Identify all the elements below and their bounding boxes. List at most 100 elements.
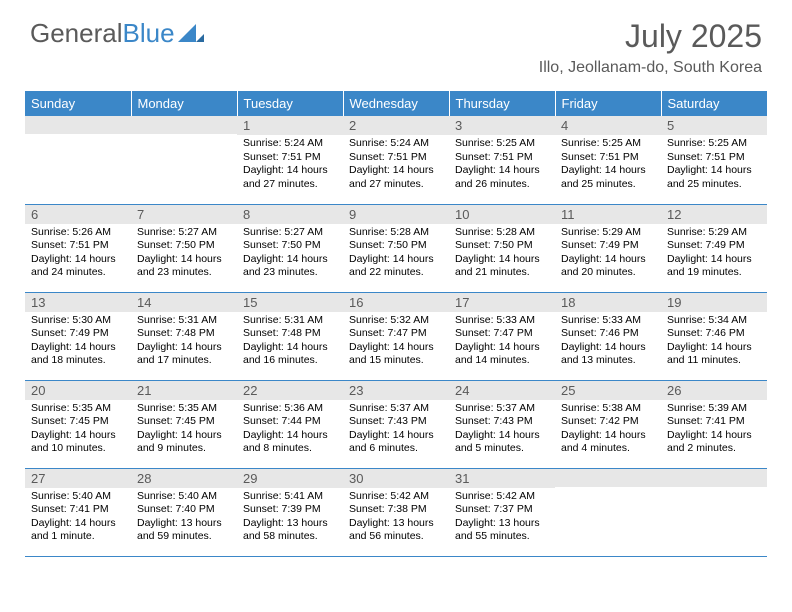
- day-number: 21: [131, 381, 237, 400]
- calendar-day: 20Sunrise: 5:35 AMSunset: 7:45 PMDayligh…: [25, 380, 131, 468]
- day-details: Sunrise: 5:38 AMSunset: 7:42 PMDaylight:…: [555, 400, 661, 461]
- calendar-day: 8Sunrise: 5:27 AMSunset: 7:50 PMDaylight…: [237, 204, 343, 292]
- day-number: 20: [25, 381, 131, 400]
- day-number: 5: [661, 116, 767, 135]
- day-number: [555, 469, 661, 487]
- day-number: 3: [449, 116, 555, 135]
- day-number: 19: [661, 293, 767, 312]
- day-number: 1: [237, 116, 343, 135]
- day-number: [661, 469, 767, 487]
- day-details: Sunrise: 5:31 AMSunset: 7:48 PMDaylight:…: [237, 312, 343, 373]
- calendar-week: 27Sunrise: 5:40 AMSunset: 7:41 PMDayligh…: [25, 468, 767, 556]
- day-number: 12: [661, 205, 767, 224]
- day-details: Sunrise: 5:40 AMSunset: 7:40 PMDaylight:…: [131, 488, 237, 549]
- day-details: Sunrise: 5:29 AMSunset: 7:49 PMDaylight:…: [661, 224, 767, 285]
- calendar-day: 24Sunrise: 5:37 AMSunset: 7:43 PMDayligh…: [449, 380, 555, 468]
- day-number: 24: [449, 381, 555, 400]
- day-details: Sunrise: 5:25 AMSunset: 7:51 PMDaylight:…: [555, 135, 661, 196]
- weekday-header: Monday: [131, 91, 237, 116]
- day-details: Sunrise: 5:39 AMSunset: 7:41 PMDaylight:…: [661, 400, 767, 461]
- day-number: 22: [237, 381, 343, 400]
- calendar-day: 12Sunrise: 5:29 AMSunset: 7:49 PMDayligh…: [661, 204, 767, 292]
- logo: GeneralBlue: [30, 18, 204, 49]
- day-details: Sunrise: 5:25 AMSunset: 7:51 PMDaylight:…: [661, 135, 767, 196]
- day-details: Sunrise: 5:42 AMSunset: 7:37 PMDaylight:…: [449, 488, 555, 549]
- day-details: Sunrise: 5:33 AMSunset: 7:46 PMDaylight:…: [555, 312, 661, 373]
- day-details: Sunrise: 5:37 AMSunset: 7:43 PMDaylight:…: [343, 400, 449, 461]
- weekday-header: Wednesday: [343, 91, 449, 116]
- calendar-day: 7Sunrise: 5:27 AMSunset: 7:50 PMDaylight…: [131, 204, 237, 292]
- day-number: 26: [661, 381, 767, 400]
- day-number: 25: [555, 381, 661, 400]
- day-number: 2: [343, 116, 449, 135]
- day-number: 14: [131, 293, 237, 312]
- day-number: 15: [237, 293, 343, 312]
- weekday-header: Sunday: [25, 91, 131, 116]
- calendar-day: 31Sunrise: 5:42 AMSunset: 7:37 PMDayligh…: [449, 468, 555, 556]
- triangle-icon: [178, 18, 204, 49]
- day-number: 16: [343, 293, 449, 312]
- day-details: Sunrise: 5:42 AMSunset: 7:38 PMDaylight:…: [343, 488, 449, 549]
- calendar-day: 9Sunrise: 5:28 AMSunset: 7:50 PMDaylight…: [343, 204, 449, 292]
- day-details: Sunrise: 5:35 AMSunset: 7:45 PMDaylight:…: [131, 400, 237, 461]
- calendar-day: 17Sunrise: 5:33 AMSunset: 7:47 PMDayligh…: [449, 292, 555, 380]
- calendar-week: 1Sunrise: 5:24 AMSunset: 7:51 PMDaylight…: [25, 116, 767, 204]
- calendar-day: 28Sunrise: 5:40 AMSunset: 7:40 PMDayligh…: [131, 468, 237, 556]
- day-details: Sunrise: 5:27 AMSunset: 7:50 PMDaylight:…: [237, 224, 343, 285]
- calendar-day: 15Sunrise: 5:31 AMSunset: 7:48 PMDayligh…: [237, 292, 343, 380]
- calendar-day: 6Sunrise: 5:26 AMSunset: 7:51 PMDaylight…: [25, 204, 131, 292]
- calendar-week: 6Sunrise: 5:26 AMSunset: 7:51 PMDaylight…: [25, 204, 767, 292]
- weekday-header: Thursday: [449, 91, 555, 116]
- calendar-day: 19Sunrise: 5:34 AMSunset: 7:46 PMDayligh…: [661, 292, 767, 380]
- day-number: 27: [25, 469, 131, 488]
- calendar-day: 13Sunrise: 5:30 AMSunset: 7:49 PMDayligh…: [25, 292, 131, 380]
- day-details: Sunrise: 5:40 AMSunset: 7:41 PMDaylight:…: [25, 488, 131, 549]
- calendar-day: 5Sunrise: 5:25 AMSunset: 7:51 PMDaylight…: [661, 116, 767, 204]
- day-number: 23: [343, 381, 449, 400]
- calendar-day: 29Sunrise: 5:41 AMSunset: 7:39 PMDayligh…: [237, 468, 343, 556]
- day-number: 29: [237, 469, 343, 488]
- day-details: Sunrise: 5:34 AMSunset: 7:46 PMDaylight:…: [661, 312, 767, 373]
- day-details: Sunrise: 5:28 AMSunset: 7:50 PMDaylight:…: [343, 224, 449, 285]
- day-number: 13: [25, 293, 131, 312]
- calendar-day-empty: [131, 116, 237, 204]
- day-number: 31: [449, 469, 555, 488]
- calendar-day: 10Sunrise: 5:28 AMSunset: 7:50 PMDayligh…: [449, 204, 555, 292]
- day-number: 7: [131, 205, 237, 224]
- calendar-day: 2Sunrise: 5:24 AMSunset: 7:51 PMDaylight…: [343, 116, 449, 204]
- calendar-day: 14Sunrise: 5:31 AMSunset: 7:48 PMDayligh…: [131, 292, 237, 380]
- day-number: 17: [449, 293, 555, 312]
- calendar-head: SundayMondayTuesdayWednesdayThursdayFrid…: [25, 91, 767, 116]
- title-block: July 2025 Illo, Jeollanam-do, South Kore…: [539, 18, 762, 77]
- calendar-day-empty: [25, 116, 131, 204]
- weekday-header: Tuesday: [237, 91, 343, 116]
- calendar-week: 20Sunrise: 5:35 AMSunset: 7:45 PMDayligh…: [25, 380, 767, 468]
- weekday-header: Saturday: [661, 91, 767, 116]
- day-number: [131, 116, 237, 134]
- day-details: Sunrise: 5:30 AMSunset: 7:49 PMDaylight:…: [25, 312, 131, 373]
- location: Illo, Jeollanam-do, South Korea: [539, 59, 762, 77]
- calendar-day: 11Sunrise: 5:29 AMSunset: 7:49 PMDayligh…: [555, 204, 661, 292]
- day-number: 4: [555, 116, 661, 135]
- day-details: Sunrise: 5:36 AMSunset: 7:44 PMDaylight:…: [237, 400, 343, 461]
- month-title: July 2025: [539, 18, 762, 55]
- day-details: Sunrise: 5:37 AMSunset: 7:43 PMDaylight:…: [449, 400, 555, 461]
- logo-text-general: General: [30, 18, 123, 49]
- calendar-body: 1Sunrise: 5:24 AMSunset: 7:51 PMDaylight…: [25, 116, 767, 556]
- day-details: Sunrise: 5:32 AMSunset: 7:47 PMDaylight:…: [343, 312, 449, 373]
- calendar-table: SundayMondayTuesdayWednesdayThursdayFrid…: [25, 91, 767, 557]
- day-number: 9: [343, 205, 449, 224]
- header: GeneralBlue July 2025 Illo, Jeollanam-do…: [0, 0, 792, 83]
- calendar-day: 26Sunrise: 5:39 AMSunset: 7:41 PMDayligh…: [661, 380, 767, 468]
- calendar-day: 30Sunrise: 5:42 AMSunset: 7:38 PMDayligh…: [343, 468, 449, 556]
- calendar-day: 23Sunrise: 5:37 AMSunset: 7:43 PMDayligh…: [343, 380, 449, 468]
- day-number: 6: [25, 205, 131, 224]
- day-number: 18: [555, 293, 661, 312]
- day-details: Sunrise: 5:41 AMSunset: 7:39 PMDaylight:…: [237, 488, 343, 549]
- day-details: Sunrise: 5:25 AMSunset: 7:51 PMDaylight:…: [449, 135, 555, 196]
- day-details: Sunrise: 5:28 AMSunset: 7:50 PMDaylight:…: [449, 224, 555, 285]
- calendar-day-empty: [661, 468, 767, 556]
- calendar-day: 22Sunrise: 5:36 AMSunset: 7:44 PMDayligh…: [237, 380, 343, 468]
- day-details: Sunrise: 5:35 AMSunset: 7:45 PMDaylight:…: [25, 400, 131, 461]
- day-details: Sunrise: 5:24 AMSunset: 7:51 PMDaylight:…: [237, 135, 343, 196]
